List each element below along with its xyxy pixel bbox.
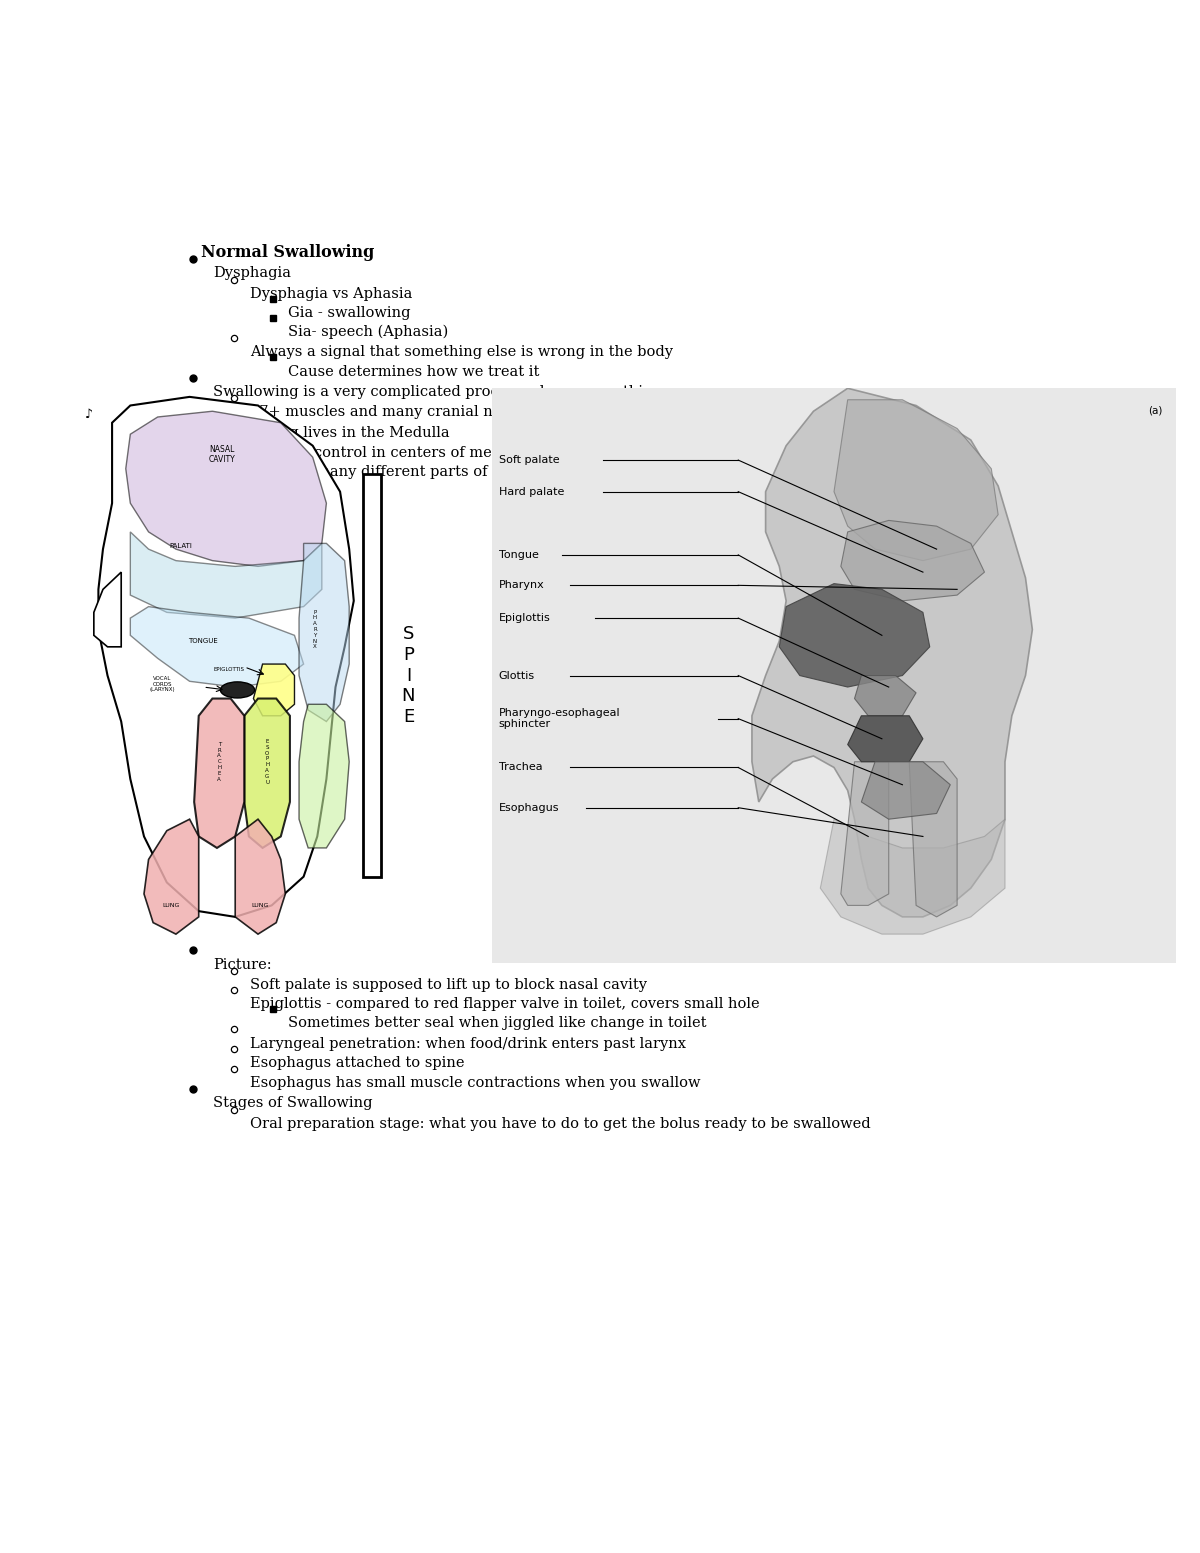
Polygon shape xyxy=(253,665,294,716)
Text: Esophagus has small muscle contractions when you swallow: Esophagus has small muscle contractions … xyxy=(251,1076,701,1090)
Polygon shape xyxy=(910,763,958,916)
Text: ♪: ♪ xyxy=(85,407,94,421)
Text: T
R
A
C
H
E
A: T R A C H E A xyxy=(217,742,221,781)
Text: Laryngeal penetration: when food/drink enters past larynx: Laryngeal penetration: when food/drink e… xyxy=(251,1036,686,1050)
Text: 27+ muscles and many cranial nerves involved: 27+ muscles and many cranial nerves invo… xyxy=(251,405,600,419)
Text: P
H
A
R
Y
N
X: P H A R Y N X xyxy=(313,610,317,649)
Polygon shape xyxy=(144,820,199,935)
Text: Soft palate: Soft palate xyxy=(499,455,559,464)
Polygon shape xyxy=(126,412,326,567)
Polygon shape xyxy=(131,607,304,686)
Text: (a): (a) xyxy=(1148,405,1163,416)
Polygon shape xyxy=(235,820,286,935)
Text: PALATI: PALATI xyxy=(169,544,192,550)
Text: Normal Swallowing: Normal Swallowing xyxy=(202,244,374,261)
Polygon shape xyxy=(854,676,916,716)
Polygon shape xyxy=(299,705,349,848)
Text: Stages of Swallowing: Stages of Swallowing xyxy=(214,1096,373,1110)
Text: Epiglottis - compared to red flapper valve in toilet, covers small hole: Epiglottis - compared to red flapper val… xyxy=(251,997,760,1011)
Text: Tongue: Tongue xyxy=(499,550,539,561)
Polygon shape xyxy=(821,820,1006,935)
Text: LUNG: LUNG xyxy=(252,902,269,909)
Text: Sometimes better seal when jiggled like change in toilet: Sometimes better seal when jiggled like … xyxy=(288,1016,706,1030)
Text: Swallowing is a very complicated process where many things can go wrong: Swallowing is a very complicated process… xyxy=(214,385,775,399)
Text: Esophagus: Esophagus xyxy=(499,803,559,812)
Text: Oral preparation stage: what you have to do to get the bolus ready to be swallow: Oral preparation stage: what you have to… xyxy=(251,1117,871,1131)
Text: LUNG: LUNG xyxy=(163,902,180,909)
Polygon shape xyxy=(834,399,998,561)
Polygon shape xyxy=(362,475,382,876)
Polygon shape xyxy=(841,520,984,601)
Polygon shape xyxy=(131,531,322,618)
Text: NASAL
CAVITY: NASAL CAVITY xyxy=(208,444,235,464)
Polygon shape xyxy=(862,763,950,820)
Text: Cause determines how we treat it: Cause determines how we treat it xyxy=(288,365,539,379)
Text: Sia- speech (Aphasia): Sia- speech (Aphasia) xyxy=(288,325,448,340)
Text: VOCAL
CORDS
(LARYNX): VOCAL CORDS (LARYNX) xyxy=(150,676,175,693)
Polygon shape xyxy=(245,699,290,848)
Text: Epiglottis: Epiglottis xyxy=(499,613,551,623)
Text: E
S
O
P
H
A
G
U: E S O P H A G U xyxy=(265,739,269,784)
Polygon shape xyxy=(299,544,349,722)
Polygon shape xyxy=(98,398,354,916)
Text: EPIGLOTTIS: EPIGLOTTIS xyxy=(214,668,245,672)
Polygon shape xyxy=(194,699,245,848)
Text: Primary control in centers of medulla: Primary control in centers of medulla xyxy=(251,446,529,460)
Text: Dysphagia vs Aphasia: Dysphagia vs Aphasia xyxy=(251,287,413,301)
Text: Pharyngo-esophageal
sphincter: Pharyngo-esophageal sphincter xyxy=(499,708,620,730)
Text: Swallowing lives in the Medulla: Swallowing lives in the Medulla xyxy=(214,426,450,439)
Text: Hard palate: Hard palate xyxy=(499,486,564,497)
Ellipse shape xyxy=(221,682,254,697)
Text: TONGUE: TONGUE xyxy=(188,638,218,644)
Text: Dysphagia: Dysphagia xyxy=(214,267,292,281)
Polygon shape xyxy=(752,388,1032,916)
Polygon shape xyxy=(94,572,121,646)
Text: Always a signal that something else is wrong in the body: Always a signal that something else is w… xyxy=(251,345,673,359)
Polygon shape xyxy=(841,763,889,905)
Text: Soft palate is supposed to lift up to block nasal cavity: Soft palate is supposed to lift up to bl… xyxy=(251,978,648,992)
Polygon shape xyxy=(847,716,923,763)
Polygon shape xyxy=(779,584,930,686)
Text: Gia - swallowing: Gia - swallowing xyxy=(288,306,410,320)
Text: Trachea: Trachea xyxy=(499,763,542,772)
Text: S
P
I
N
E: S P I N E xyxy=(402,624,415,727)
Text: Pharynx: Pharynx xyxy=(499,581,545,590)
Text: Involves many different parts of neurological system: Involves many different parts of neurolo… xyxy=(251,464,642,478)
Text: Esophagus attached to spine: Esophagus attached to spine xyxy=(251,1056,464,1070)
Text: Glottis: Glottis xyxy=(499,671,535,680)
Polygon shape xyxy=(492,388,1176,963)
Text: Picture:: Picture: xyxy=(214,958,272,972)
